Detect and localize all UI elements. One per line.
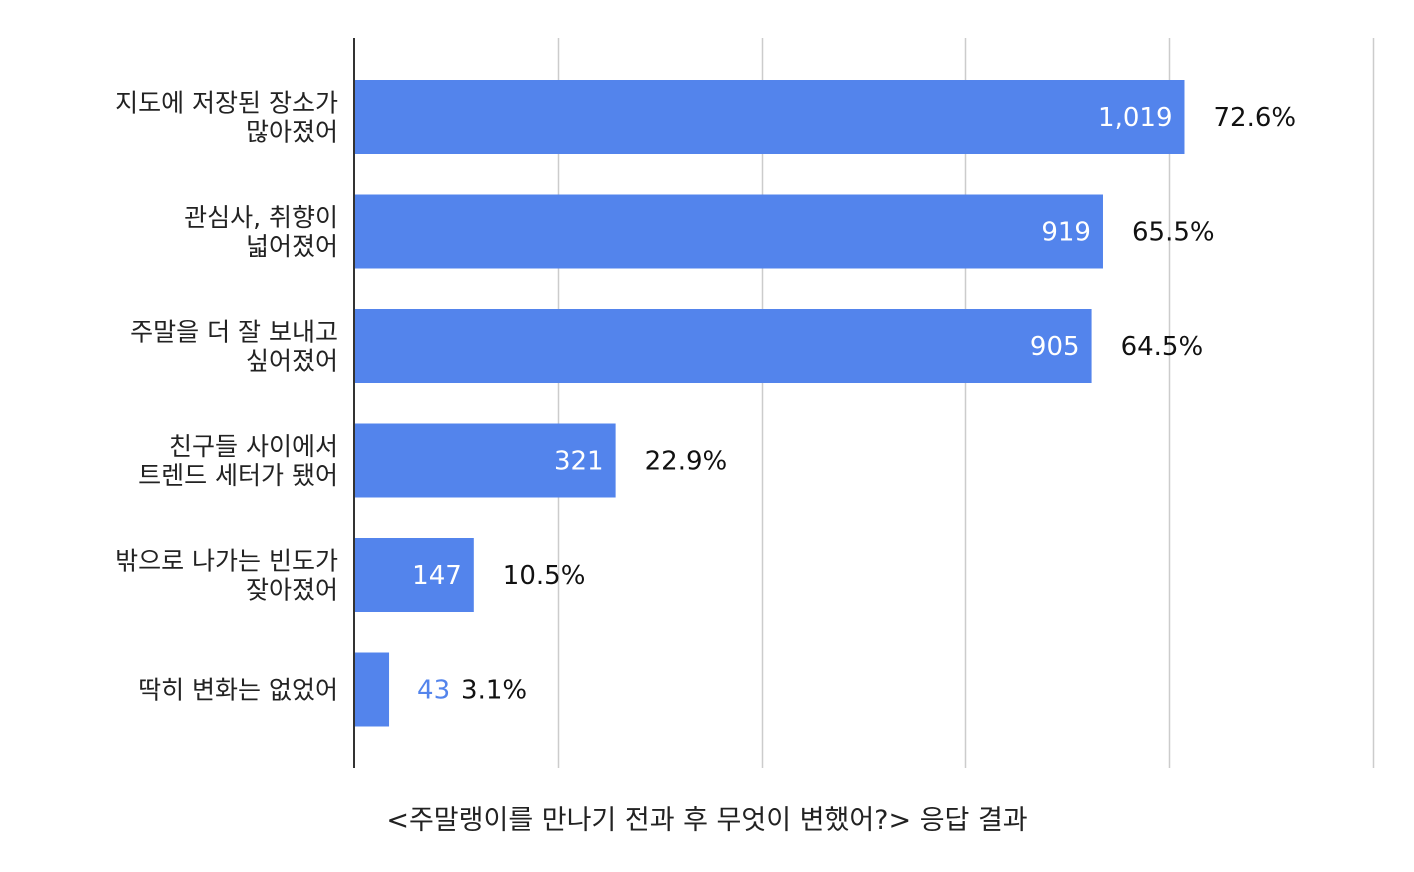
bar (354, 194, 1103, 269)
bar (354, 423, 616, 498)
category-label-line: 지도에 저장된 장소가 (115, 89, 338, 118)
category-label-line: 트렌드 세터가 됐어 (138, 461, 338, 490)
value-label: 919 (1041, 218, 1091, 248)
category-label: 딱히 변화는 없었어 (138, 676, 338, 705)
percent-label: 3.1% (461, 676, 527, 706)
percent-label: 22.9% (645, 447, 728, 477)
category-label-line: 밖으로 나가는 빈도가 (115, 547, 338, 576)
category-label-line: 잦아졌어 (246, 576, 338, 605)
category-label-line: 주말을 더 잘 보내고 (130, 318, 338, 347)
value-label: 905 (1030, 332, 1080, 362)
bar-chart: 지도에 저장된 장소가 많아졌어 1,019 72.6% 관심사, 취향이 넓어졌어 919… (115, 38, 1375, 768)
category-label-line: 싶어졌어 (246, 347, 338, 376)
bar (354, 652, 390, 727)
category-label: 주말을 더 잘 보내고 싶어졌어 (130, 318, 338, 376)
category-label-line: 많아졌어 (246, 118, 338, 147)
category-label: 관심사, 취향이 넓어졌어 (184, 203, 338, 261)
category-label-line: 관심사, 취향이 (184, 203, 338, 232)
value-label: 1,019 (1098, 103, 1172, 133)
percent-label: 72.6% (1213, 103, 1296, 133)
percent-label: 65.5% (1132, 218, 1215, 248)
bar (354, 309, 1092, 383)
category-label-line: 딱히 변화는 없었어 (138, 676, 338, 705)
chart-caption: <주말랭이를 만나기 전과 후 무엇이 변했어?> 응답 결과 (386, 805, 1028, 836)
value-label: 147 (412, 561, 462, 591)
percent-label: 64.5% (1121, 332, 1204, 362)
value-label: 321 (554, 447, 604, 477)
value-label: 43 (417, 676, 450, 706)
category-label: 밖으로 나가는 빈도가 잦아졌어 (115, 547, 338, 605)
percent-label: 10.5% (503, 561, 586, 591)
category-label: 친구들 사이에서 트렌드 세터가 됐어 (138, 432, 338, 490)
category-label-line: 넓어졌어 (246, 232, 338, 261)
bar (354, 80, 1185, 154)
bar (354, 538, 474, 612)
category-label: 지도에 저장된 장소가 많아졌어 (115, 89, 338, 147)
category-label-line: 친구들 사이에서 (169, 432, 338, 461)
